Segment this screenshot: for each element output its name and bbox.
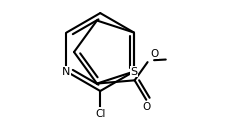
Text: Cl: Cl: [95, 109, 106, 119]
Text: O: O: [150, 49, 159, 59]
Text: N: N: [62, 67, 71, 77]
Text: S: S: [130, 67, 137, 77]
Text: O: O: [142, 102, 151, 112]
